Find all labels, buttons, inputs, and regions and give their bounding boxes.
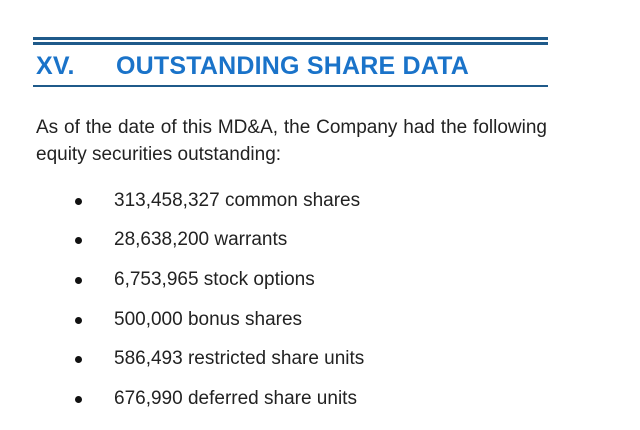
list-item-text: 6,753,965 stock options	[114, 269, 315, 291]
bullet-icon	[75, 317, 82, 324]
list-item-text: 313,458,327 common shares	[114, 190, 360, 212]
heading-underline	[33, 85, 548, 87]
bullet-icon	[75, 396, 82, 403]
list-item-text: 500,000 bonus shares	[114, 309, 302, 331]
bullet-icon	[75, 356, 82, 363]
section-heading: XV. OUTSTANDING SHARE DATA	[36, 49, 469, 83]
section-title: OUTSTANDING SHARE DATA	[116, 52, 469, 81]
top-rule	[33, 37, 548, 40]
list-item-text: 676,990 deferred share units	[114, 388, 357, 410]
top-rule-second	[33, 42, 548, 45]
list-item-text: 586,493 restricted share units	[114, 348, 364, 370]
bullet-icon	[75, 237, 82, 244]
intro-paragraph: As of the date of this MD&A, the Company…	[36, 114, 547, 168]
bullet-icon	[75, 198, 82, 205]
section-number: XV.	[36, 52, 116, 81]
list-item-text: 28,638,200 warrants	[114, 229, 287, 251]
bullet-icon	[75, 277, 82, 284]
